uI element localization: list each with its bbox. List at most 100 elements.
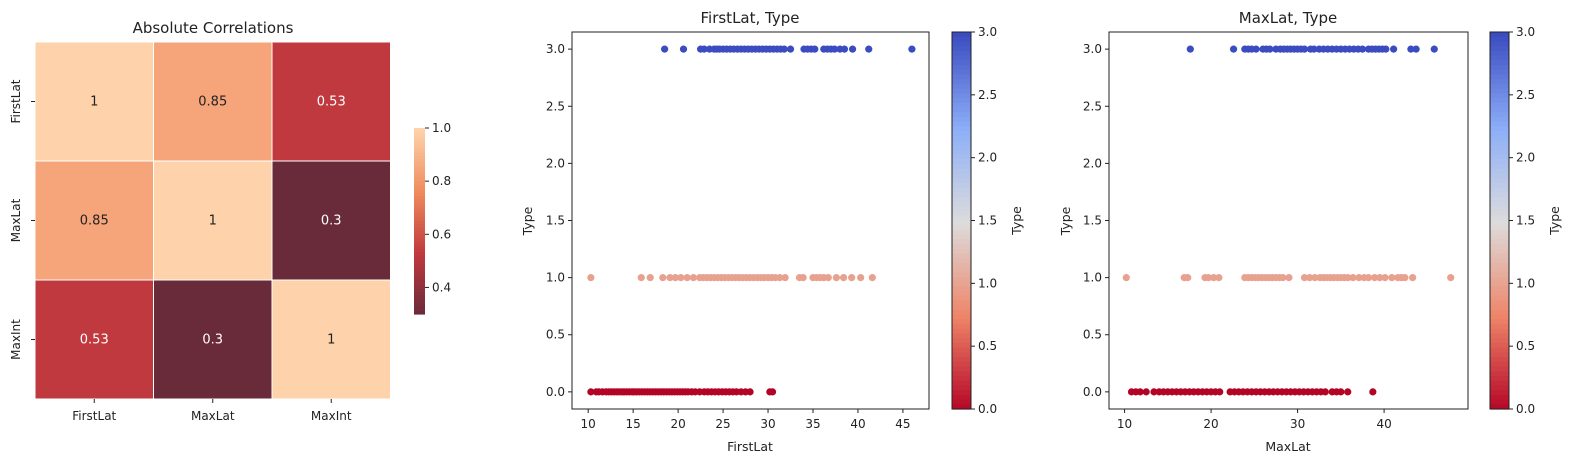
x-tick-label: 20 xyxy=(1203,417,1218,431)
colorbar-segment xyxy=(952,187,971,193)
scatter-point xyxy=(1401,274,1409,282)
colorbar-label: Type xyxy=(1547,206,1562,236)
colorbar-segment xyxy=(1490,267,1509,273)
scatter-point xyxy=(661,45,669,53)
colorbar-segment xyxy=(952,116,971,123)
colorbar-segment xyxy=(952,211,971,217)
colorbar-segment xyxy=(1490,333,1509,339)
y-tick-label: 1.5 xyxy=(546,214,565,228)
scatter-point xyxy=(857,274,865,282)
scatter-point xyxy=(1358,45,1367,53)
colorbar-segment xyxy=(952,390,971,396)
colorbar-segment xyxy=(952,102,971,108)
colorbar-segment xyxy=(1490,305,1509,311)
x-tick-label: 40 xyxy=(1376,417,1391,431)
heatmap-colorbar-segment xyxy=(414,227,425,231)
scatter-point xyxy=(1369,388,1377,396)
heatmap-colorbar-segment xyxy=(414,177,425,182)
scatter-point xyxy=(1382,45,1390,53)
colorbar-segment xyxy=(952,135,971,141)
scatter-point xyxy=(1388,274,1396,282)
colorbar-segment xyxy=(1490,46,1509,52)
colorbar-segment xyxy=(952,74,971,80)
scatter-point xyxy=(1349,274,1357,282)
scatter-point xyxy=(786,45,795,53)
heatmap-colorbar-segment xyxy=(414,149,425,154)
heatmap-colorbar-segment xyxy=(414,155,425,160)
heatmap-colorbar-segment xyxy=(414,245,425,250)
heatmap-colorbar-segment xyxy=(414,128,425,132)
colorbar-segment xyxy=(952,371,971,377)
colorbar-segment xyxy=(952,182,971,189)
x-tick-label: 45 xyxy=(895,417,910,431)
scatter-point xyxy=(671,274,680,282)
heatmap-panel: Absolute Correlations 1 0.85 0.53 0.85 1 0.3 0… xyxy=(9,19,451,423)
heatmap-colorbar-segment xyxy=(414,258,425,262)
x-tick-label: 35 xyxy=(805,417,820,431)
scatter-point xyxy=(799,274,807,282)
colorbar-segment xyxy=(1490,187,1509,193)
colorbar-segment xyxy=(1490,159,1509,165)
colorbar-tick-label: 2.0 xyxy=(1516,151,1535,165)
colorbar-segment xyxy=(952,305,971,311)
colorbar-segment xyxy=(1490,328,1509,335)
heatmap-cell-label: 1 xyxy=(209,214,217,229)
heatmap-colorbar-segment xyxy=(414,292,425,296)
heatmap-row-label: FirstLat xyxy=(9,79,23,123)
colorbar-segment xyxy=(1490,149,1509,156)
heatmap-colorbar-segment xyxy=(414,279,425,284)
scatter-point xyxy=(1215,274,1223,282)
colorbar-segment xyxy=(1490,319,1509,325)
colorbar-segment xyxy=(952,55,971,61)
heatmap-colorbar-segment xyxy=(414,270,425,275)
colorbar-segment xyxy=(1490,286,1509,292)
colorbar-segment xyxy=(952,286,971,292)
heatmap-colorbar-tick-label: 0.8 xyxy=(432,174,451,188)
colorbar-segment xyxy=(952,357,971,363)
heatmap-colorbar-segment xyxy=(414,239,425,244)
colorbar-segment xyxy=(1490,215,1509,222)
heatmap-colorbar-segment xyxy=(414,283,425,287)
colorbar-segment xyxy=(952,385,971,391)
colorbar-segment xyxy=(952,404,971,410)
heatmap-colorbar-segment xyxy=(414,146,425,151)
scatter1-title: FirstLat, Type xyxy=(701,9,800,27)
scatter2-title: MaxLat, Type xyxy=(1239,9,1337,27)
colorbar-segment xyxy=(952,36,971,43)
colorbar-segment xyxy=(952,173,971,179)
scatter-point xyxy=(1252,45,1260,53)
colorbar-segment xyxy=(1490,394,1509,401)
colorbar-segment xyxy=(1490,69,1509,76)
colorbar-segment xyxy=(1490,225,1509,231)
heatmap-colorbar-segment xyxy=(414,276,425,281)
heatmap-col-label: MaxLat xyxy=(191,409,235,423)
scatter-point xyxy=(679,45,688,53)
colorbar-segment xyxy=(952,376,971,382)
scatter-point xyxy=(1300,45,1309,53)
colorbar-segment xyxy=(952,361,971,368)
colorbar-segment xyxy=(952,366,971,372)
colorbar-segment xyxy=(952,93,971,99)
x-tick-label: 10 xyxy=(581,417,596,431)
colorbar-segment xyxy=(952,192,971,198)
colorbar-segment xyxy=(952,79,971,85)
colorbar-segment xyxy=(1490,74,1509,80)
colorbar-segment xyxy=(952,107,971,113)
scatter-point xyxy=(840,45,849,53)
heatmap-row-labels: FirstLat MaxLat MaxInt xyxy=(9,79,35,360)
colorbar-segment xyxy=(952,50,971,57)
colorbar-tick-label: 1.0 xyxy=(1516,276,1535,290)
heatmap-colorbar-tick-label: 1.0 xyxy=(432,121,451,135)
colorbar-segment xyxy=(952,46,971,52)
scatter-point xyxy=(1390,45,1398,53)
colorbar-segment xyxy=(952,159,971,165)
colorbar-segment xyxy=(1490,399,1509,405)
scatter-point xyxy=(1136,388,1144,396)
scatter-point xyxy=(848,45,857,53)
colorbar-segment xyxy=(1490,64,1509,71)
colorbar-segment xyxy=(952,88,971,94)
colorbar-segment xyxy=(952,324,971,330)
scatter-point xyxy=(1300,274,1309,282)
x-tick-label: 25 xyxy=(715,417,730,431)
heatmap-colorbar-segment xyxy=(414,199,425,203)
